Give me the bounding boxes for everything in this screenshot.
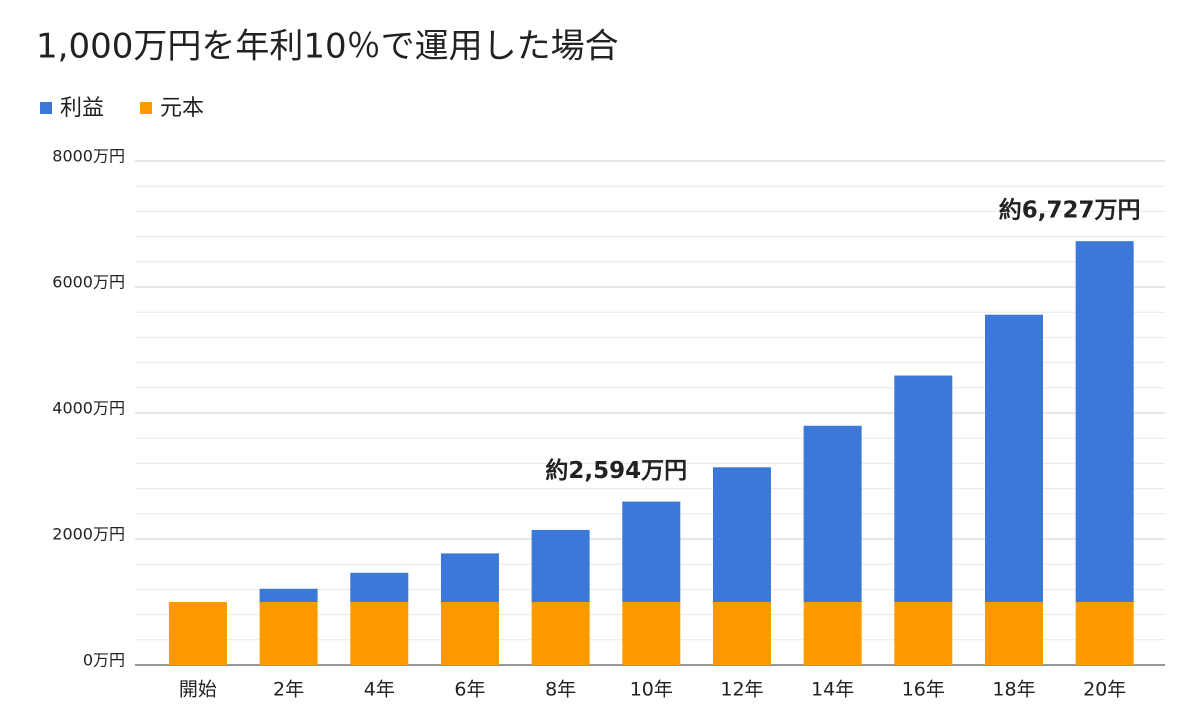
- bar: [259, 588, 318, 602]
- y-tick-label: 6000万円: [52, 273, 125, 292]
- bar: [168, 602, 227, 665]
- x-tick-label: 開始: [179, 679, 217, 701]
- annotation: 約2,594万円: [545, 457, 687, 484]
- chart-title: 1,000万円を年利10％で運用した場合: [36, 27, 619, 67]
- bar: [984, 314, 1043, 602]
- x-tick-label: 6年: [454, 679, 485, 701]
- x-tick-label: 20年: [1083, 679, 1126, 701]
- y-tick-label: 0万円: [83, 651, 125, 670]
- bar: [1075, 241, 1134, 603]
- x-tick-label: 2年: [273, 679, 304, 701]
- bar: [1075, 602, 1134, 665]
- bar: [984, 602, 1043, 665]
- x-tick-label: 8年: [545, 679, 576, 701]
- legend-label: 元本: [160, 96, 204, 121]
- x-tick-label: 10年: [630, 679, 673, 701]
- x-tick-label: 18年: [992, 679, 1035, 701]
- bar: [622, 501, 681, 602]
- y-tick-label: 2000万円: [52, 525, 125, 544]
- y-tick-label: 8000万円: [52, 147, 125, 166]
- bar: [350, 602, 409, 665]
- x-tick-label: 14年: [811, 679, 854, 701]
- bar: [803, 602, 862, 665]
- bar: [622, 602, 681, 665]
- legend-swatch: [40, 102, 52, 114]
- bar: [803, 425, 862, 602]
- bar: [531, 529, 590, 602]
- bar: [712, 467, 771, 602]
- x-tick-label: 4年: [364, 679, 395, 701]
- bar: [440, 553, 499, 602]
- bar: [894, 375, 953, 602]
- legend-label: 利益: [60, 96, 104, 121]
- bar: [712, 602, 771, 665]
- legend-swatch: [140, 102, 152, 114]
- y-tick-label: 4000万円: [52, 399, 125, 418]
- annotation: 約6,727万円: [999, 197, 1141, 224]
- bar: [440, 602, 499, 665]
- x-tick-label: 12年: [720, 679, 763, 701]
- x-tick-label: 16年: [902, 679, 945, 701]
- bar: [259, 602, 318, 665]
- bar: [350, 572, 409, 602]
- bar: [894, 602, 953, 665]
- bar: [531, 602, 590, 665]
